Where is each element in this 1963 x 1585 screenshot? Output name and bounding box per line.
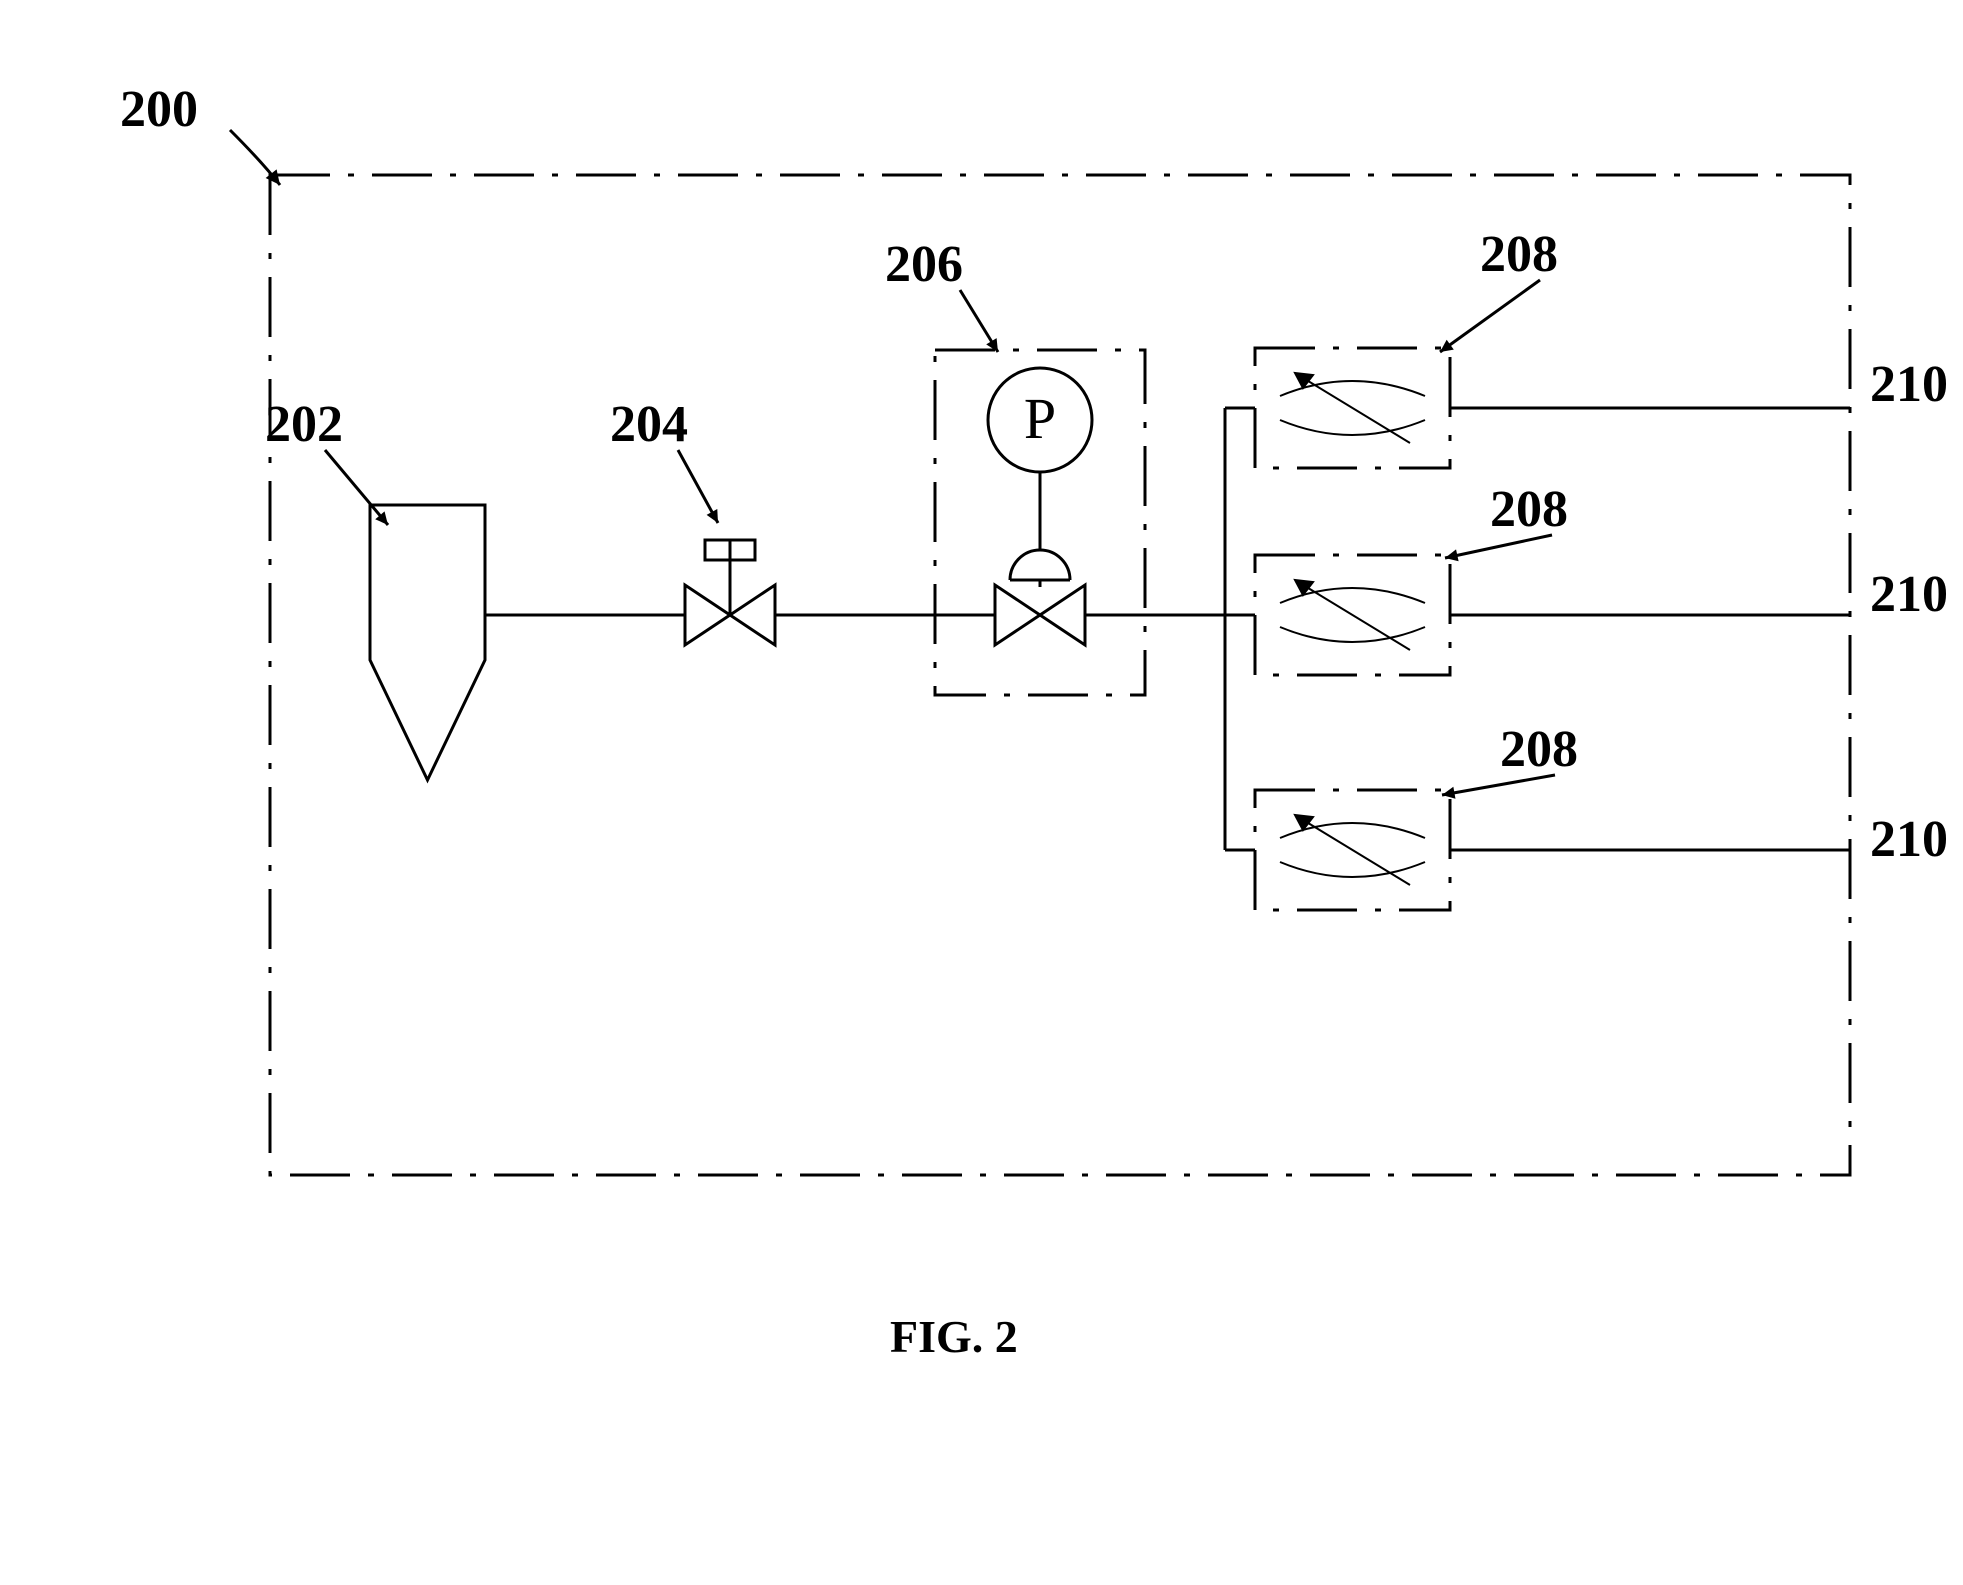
figure-title: FIG. 2 bbox=[890, 1310, 1018, 1363]
svg-text:P: P bbox=[1024, 386, 1056, 451]
label-204: 204 bbox=[610, 395, 688, 454]
label-210-a: 210 bbox=[1870, 355, 1948, 414]
label-202: 202 bbox=[265, 395, 343, 454]
label-208-c: 208 bbox=[1500, 720, 1578, 779]
figure-canvas: P 200 202 204 206 208 208 208 210 210 21… bbox=[0, 0, 1963, 1585]
label-208-a: 208 bbox=[1480, 225, 1558, 284]
label-200: 200 bbox=[120, 80, 198, 139]
label-210-b: 210 bbox=[1870, 565, 1948, 624]
label-210-c: 210 bbox=[1870, 810, 1948, 869]
label-208-b: 208 bbox=[1490, 480, 1568, 539]
label-206: 206 bbox=[885, 235, 963, 294]
